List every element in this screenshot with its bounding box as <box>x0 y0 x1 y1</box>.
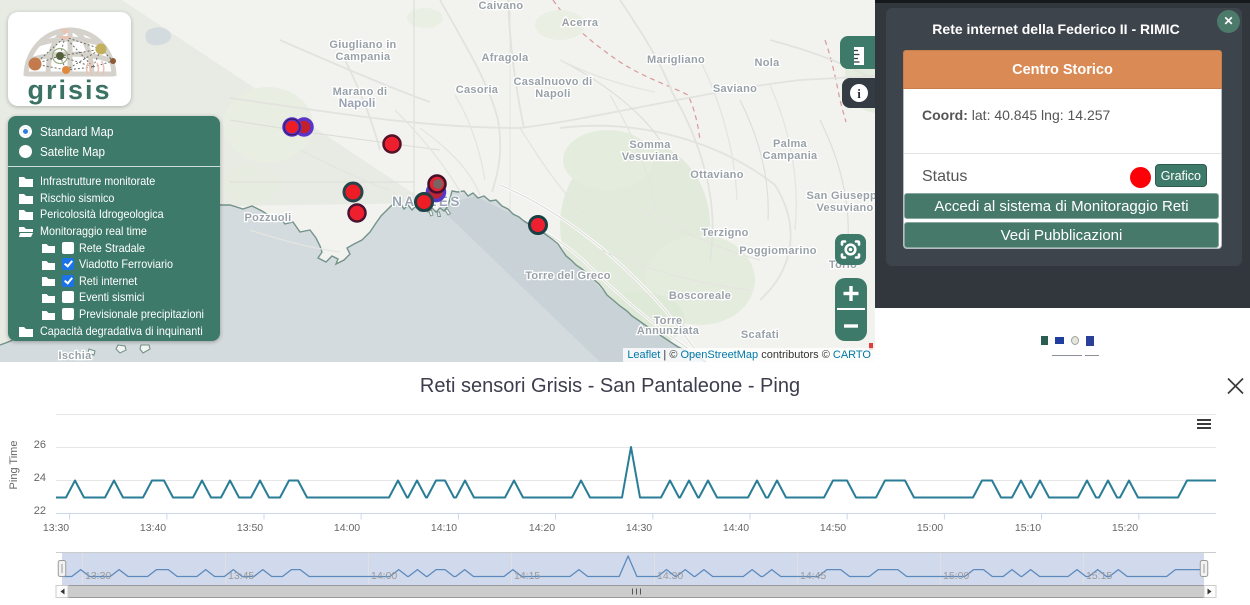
svg-text:Vesuviano: Vesuviano <box>816 202 873 214</box>
svg-text:14:00: 14:00 <box>334 522 360 534</box>
svg-text:Pozzuoli: Pozzuoli <box>244 212 291 224</box>
svg-text:Ischia: Ischia <box>59 350 93 362</box>
svg-text:Poggiomarino: Poggiomarino <box>739 245 817 257</box>
svg-text:Napoli: Napoli <box>339 96 376 110</box>
svg-text:15:10: 15:10 <box>1015 522 1041 534</box>
svg-text:Saviano: Saviano <box>713 83 757 95</box>
svg-text:14:20: 14:20 <box>529 522 555 534</box>
svg-text:Giugliano in: Giugliano in <box>329 39 396 51</box>
svg-text:13:30: 13:30 <box>85 570 111 582</box>
svg-text:Nola: Nola <box>754 57 780 69</box>
svg-text:24: 24 <box>34 472 46 484</box>
svg-text:15:00: 15:00 <box>917 522 943 534</box>
svg-text:Somma: Somma <box>629 139 671 151</box>
svg-text:Marigliano: Marigliano <box>647 54 705 66</box>
svg-text:Ottaviano: Ottaviano <box>690 169 743 181</box>
svg-text:15:20: 15:20 <box>1112 522 1138 534</box>
svg-text:Campania: Campania <box>336 51 392 63</box>
svg-text:14:30: 14:30 <box>657 570 683 582</box>
svg-text:Casoria: Casoria <box>456 84 499 96</box>
svg-text:San Giuseppe: San Giuseppe <box>807 190 875 202</box>
svg-text:Casalnuovo di: Casalnuovo di <box>513 76 592 88</box>
svg-text:14:10: 14:10 <box>431 522 457 534</box>
svg-text:Scafati: Scafati <box>741 329 779 341</box>
svg-text:Torre: Torre <box>654 315 683 327</box>
svg-text:14:45: 14:45 <box>800 570 826 582</box>
svg-text:Ping Time: Ping Time <box>8 441 20 490</box>
svg-text:i: i <box>857 86 861 101</box>
svg-text:Vesuviana: Vesuviana <box>622 151 679 163</box>
svg-text:Acerra: Acerra <box>562 17 599 29</box>
svg-text:Marano di: Marano di <box>333 86 388 98</box>
svg-text:14:50: 14:50 <box>820 522 846 534</box>
svg-text:Torre del Greco: Torre del Greco <box>525 270 611 282</box>
svg-text:13:40: 13:40 <box>140 522 166 534</box>
svg-text:Terzigno: Terzigno <box>701 227 748 239</box>
svg-text:Caivano: Caivano <box>479 0 524 12</box>
svg-text:Annunziata: Annunziata <box>637 325 700 337</box>
svg-text:22: 22 <box>34 505 46 517</box>
svg-text:13:30: 13:30 <box>43 522 69 534</box>
svg-text:Campania: Campania <box>763 150 819 162</box>
svg-text:Afragola: Afragola <box>481 52 529 64</box>
svg-text:14:30: 14:30 <box>626 522 652 534</box>
svg-text:Palma: Palma <box>773 138 807 150</box>
svg-text:Boscoreale: Boscoreale <box>669 290 731 302</box>
svg-text:14:15: 14:15 <box>514 570 540 582</box>
svg-text:26: 26 <box>34 439 46 451</box>
svg-text:Reti sensori Grisis - San Pant: Reti sensori Grisis - San Pantaleone - P… <box>420 375 800 397</box>
svg-text:14:00: 14:00 <box>371 570 397 582</box>
svg-text:13:50: 13:50 <box>237 522 263 534</box>
svg-text:15:00: 15:00 <box>943 570 969 582</box>
svg-text:Napoli: Napoli <box>535 88 570 100</box>
svg-text:15:15: 15:15 <box>1086 570 1112 582</box>
svg-text:14:40: 14:40 <box>723 522 749 534</box>
svg-text:13:45: 13:45 <box>228 570 254 582</box>
